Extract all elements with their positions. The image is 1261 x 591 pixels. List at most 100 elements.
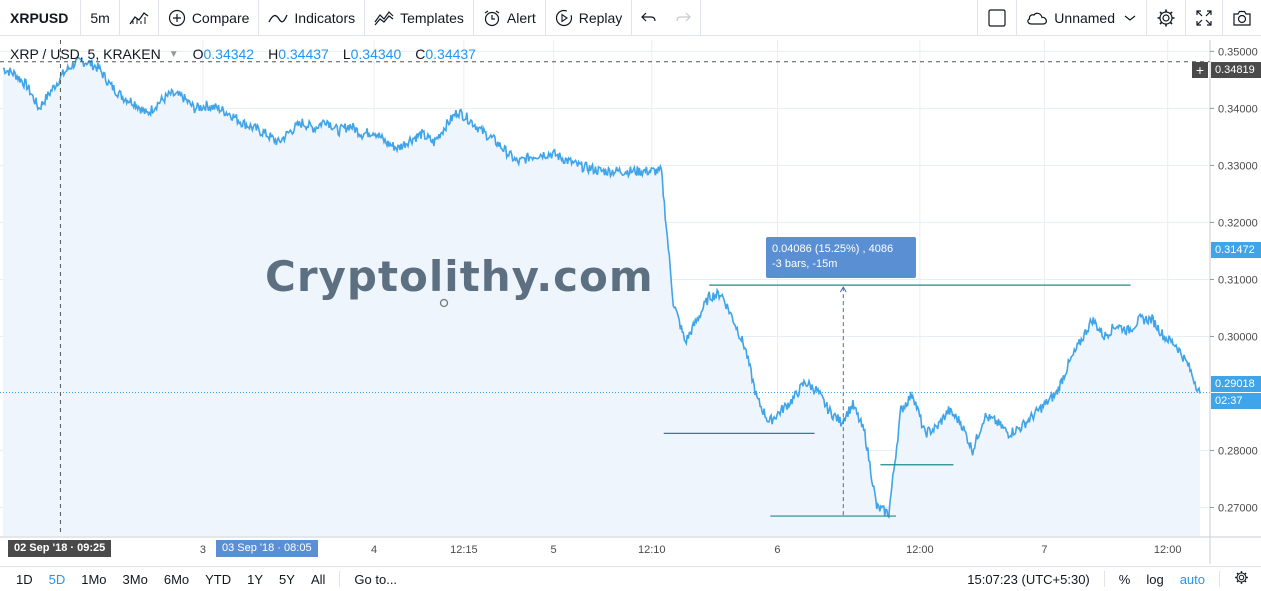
divider [1219,571,1220,587]
price-tick-label: 0.28000 [1218,445,1258,457]
clock-label: 15:07:23 (UTC+5:30) [967,571,1090,587]
time-tick-label: 12:15 [450,544,478,556]
legend-close-value: 0.34437 [425,46,476,62]
layout-toggle-button[interactable] [977,0,1018,35]
cloud-icon [1027,12,1048,25]
measure-tooltip[interactable]: 0.04086 (15.25%) , 4086 -3 bars, -15m [766,237,916,278]
price-tick-label: 0.31000 [1218,274,1258,286]
legend-high-label: H [268,46,279,62]
templates-icon [374,10,394,25]
replay-icon [555,9,572,26]
gear-icon [1157,9,1175,26]
crosshair-time-label: 02 Sep '18 · 09:25 [8,540,112,557]
compare-button[interactable]: Compare [159,0,260,35]
alarm-clock-icon [484,10,500,26]
percent-toggle[interactable]: % [1118,571,1131,587]
compare-label: Compare [191,9,250,26]
undo-button[interactable] [632,0,666,35]
time-tick-label: 7 [1041,544,1047,556]
layout-name-label: Unnamed [1054,9,1115,26]
symbol-label: XRPUSD [10,9,69,26]
settings-button[interactable] [1147,0,1186,35]
highlight-price-label: 0.31472 [1211,242,1261,258]
indicators-label: Indicators [294,9,356,26]
date-range-list: 1D 5D 1Mo 3Mo 6Mo YTD 1Y 5Y All [0,572,333,587]
goto-button[interactable]: Go to... [354,571,398,587]
bottom-settings-button[interactable] [1226,570,1261,588]
top-toolbar: XRPUSD 5m Compare Indicators Templates A… [0,0,1261,36]
fullscreen-icon [1196,9,1212,26]
legend-low-label: L [342,46,351,62]
chart-style-button[interactable] [120,0,159,35]
indicators-icon [268,14,289,22]
last-price-label: 0.29018 [1211,376,1261,392]
time-tick-label: 12:10 [638,544,666,556]
interval-label: 5m [90,9,110,26]
templates-label: Templates [400,9,464,26]
alert-label: Alert [506,9,536,26]
price-tick-label: 0.35000 [1218,46,1258,58]
price-line[interactable] [2,56,1201,519]
range-5y[interactable]: 5Y [279,571,295,587]
series-legend[interactable]: XRP / USD, 5, KRAKEN ▼ O 0.34342 H 0.34437… [10,46,476,62]
measure-line-2: -3 bars, -15m [772,258,838,270]
cursor-dot [439,298,449,308]
range-1mo[interactable]: 1Mo [81,571,107,587]
chevron-down-icon [1124,15,1136,21]
snapshot-button[interactable] [1223,0,1261,35]
range-ytd[interactable]: YTD [205,571,232,587]
selected-time-label: 03 Sep '18 · 08:05 [216,540,318,557]
crosshair-price-label: 0.34819 [1211,62,1261,78]
camera-icon [1233,10,1251,26]
measure-line-1: 0.04086 (15.25%) , 4086 [772,243,894,255]
log-toggle[interactable]: log [1146,571,1164,587]
auto-scale-toggle[interactable]: auto [1179,571,1205,587]
price-tick-label: 0.30000 [1218,331,1258,343]
bottom-right-group: 15:07:23 (UTC+5:30) % log auto [959,570,1261,588]
symbol-search-button[interactable]: XRPUSD [0,0,82,35]
divider [1103,571,1105,587]
plus-circle-icon [168,9,185,26]
range-5d[interactable]: 5D [48,571,66,587]
price-area-fill [3,57,1200,536]
templates-button[interactable]: Templates [365,0,474,35]
legend-open-value: 0.34342 [203,46,255,62]
range-all[interactable]: All [310,571,326,587]
alert-button[interactable]: Alert [474,0,546,35]
gear-icon [1235,571,1248,584]
crosshair-add-icon[interactable]: + [1192,62,1208,78]
price-tick-label: 0.27000 [1218,502,1258,514]
price-tick-label: 0.33000 [1218,160,1258,172]
legend-high-value: 0.34437 [278,46,329,62]
bar-countdown-label: 02:37 [1211,393,1261,409]
time-tick-label: 4 [371,544,377,556]
caret-down-icon[interactable]: ▼ [168,48,179,60]
legend-open-label: O [192,46,204,62]
range-1y[interactable]: 1Y [247,571,264,587]
price-tick-label: 0.32000 [1218,217,1258,229]
redo-icon [676,12,692,21]
layout-name-button[interactable]: Unnamed [1017,0,1147,35]
measure-arrow-head [839,286,847,293]
time-tick-label: 3 [200,544,206,556]
replay-button[interactable]: Replay [546,0,633,35]
legend-low-value: 0.34340 [350,46,402,62]
interval-button[interactable]: 5m [81,0,120,35]
time-tick-label: 12:00 [906,544,934,556]
undo-icon [641,12,656,21]
time-tick-label: 5 [551,544,557,556]
time-tick-label: 6 [774,544,780,556]
legend-close-label: C [415,46,426,62]
fullscreen-button[interactable] [1186,0,1223,35]
range-1d[interactable]: 1D [16,571,33,587]
range-3mo[interactable]: 3Mo [122,571,148,587]
replay-label: Replay [578,9,623,26]
time-tick-label: 12:00 [1154,544,1182,556]
indicators-button[interactable]: Indicators [259,0,366,35]
watermark-text: Cryptolithy.com [265,252,654,301]
bottom-toolbar: 1D 5D 1Mo 3Mo 6Mo YTD 1Y 5Y All Go to... 15:07:2… [0,566,1261,591]
range-6mo[interactable]: 6Mo [163,571,190,587]
redo-button[interactable] [666,0,702,35]
legend-title: XRP / USD, 5, KRAKEN [10,46,161,62]
